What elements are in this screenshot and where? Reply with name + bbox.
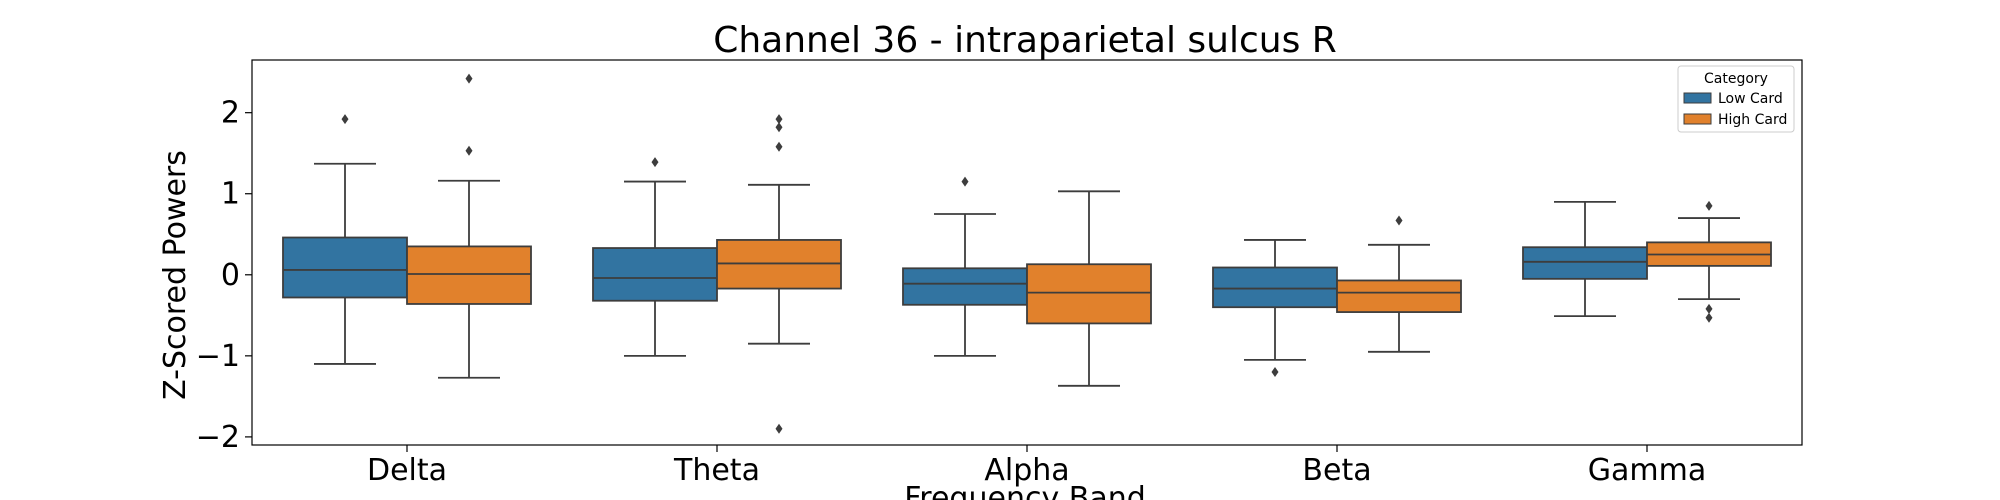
legend: Category Low Card High Card [1677,65,1795,133]
outlier-point [1705,312,1713,323]
y-tick-label: 1 [221,177,240,212]
outlier-point [1271,367,1279,378]
plot-area: 2 1 0 −1 −2 Delta Theta Alpha Beta Gamma [196,59,1803,488]
legend-swatch [1683,92,1712,104]
outlier-point [465,145,473,156]
box-low-card [1212,266,1338,309]
x-tick-label: Theta [673,453,760,488]
legend-swatch [1683,113,1712,125]
outlier-point [651,157,659,168]
outlier-point [341,114,349,125]
box-low-card [282,236,408,299]
x-tick-label: Delta [367,453,447,488]
legend-label: Low Card [1718,91,1783,107]
box-low-card [902,267,1028,306]
y-tick-label: 2 [221,96,240,131]
box-low-card [1522,246,1648,280]
outlier-point [775,423,783,434]
box-low-card [592,247,718,302]
chart-title: Channel 36 - intraparietal sulcus R [713,20,1337,61]
legend-label: High Card [1718,112,1787,128]
legend-title: Category [1704,71,1768,87]
y-tick-label: −2 [196,420,240,455]
outlier-point [1705,200,1713,211]
box-high-card [1336,279,1462,313]
x-tick-label: Gamma [1588,453,1706,488]
outlier-point [961,176,969,187]
x-axis-label: Frequency Band [904,481,1146,500]
box-high-card [406,245,532,305]
x-tick-label: Beta [1302,453,1371,488]
y-tick-label: 0 [221,258,240,293]
x-tick-label: Alpha [984,453,1069,488]
outlier-point [1705,303,1713,314]
outlier-point [465,73,473,84]
y-tick-label: −1 [196,339,240,374]
outlier-point [1395,215,1403,226]
outlier-point [775,141,783,152]
outlier-point [775,114,783,125]
y-axis-label: Z-Scored Powers [158,150,193,400]
outlier-point [775,122,783,133]
box-high-card [1026,263,1152,325]
